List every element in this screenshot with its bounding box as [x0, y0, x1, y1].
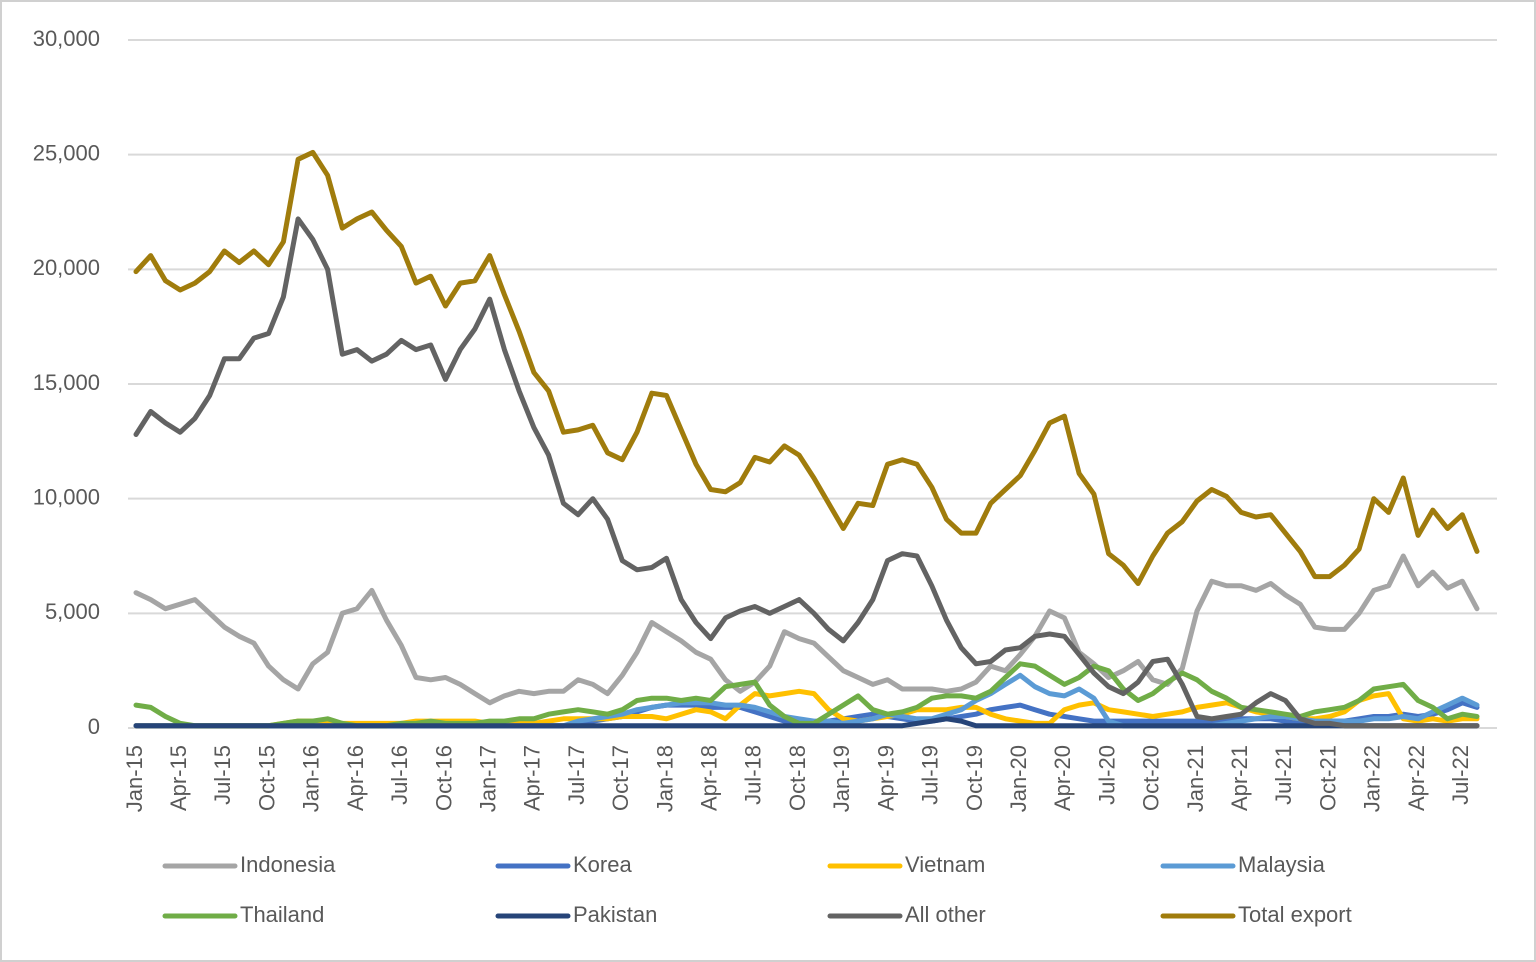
x-tick-label: Jul-16 [387, 745, 412, 805]
x-tick-label: Jul-21 [1271, 745, 1296, 805]
x-tick-label: Apr-21 [1227, 745, 1252, 811]
legend-label: Korea [573, 852, 632, 877]
x-tick-label: Jul-15 [210, 745, 235, 805]
y-tick-label: 0 [88, 714, 100, 739]
x-tick-label: Jan-18 [652, 745, 677, 812]
x-tick-label: Apr-22 [1404, 745, 1429, 811]
x-tick-label: Apr-16 [343, 745, 368, 811]
y-tick-label: 5,000 [45, 599, 100, 624]
x-tick-label: Oct-17 [608, 745, 633, 811]
x-tick-label: Jan-21 [1183, 745, 1208, 812]
y-tick-label: 30,000 [33, 26, 100, 51]
legend-label: Total export [1238, 902, 1352, 927]
x-tick-label: Oct-16 [431, 745, 456, 811]
series-line [133, 216, 1480, 729]
x-tick-label: Apr-20 [1050, 745, 1075, 811]
x-tick-label: Apr-18 [697, 745, 722, 811]
x-tick-label: Jan-19 [829, 745, 854, 812]
series-line [133, 553, 1480, 706]
series-line [133, 149, 1480, 586]
x-tick-label: Oct-18 [785, 745, 810, 811]
x-tick-label: Oct-15 [254, 745, 279, 811]
legend-label: Pakistan [573, 902, 657, 927]
x-tick-label: Jan-16 [299, 745, 324, 812]
x-tick-label: Jul-18 [741, 745, 766, 805]
y-tick-label: 10,000 [33, 484, 100, 509]
x-tick-label: Jul-17 [564, 745, 589, 805]
x-tick-label: Jan-15 [122, 745, 147, 812]
x-tick-label: Oct-20 [1139, 745, 1164, 811]
legend-label: Malaysia [1238, 852, 1326, 877]
x-tick-label: Oct-21 [1315, 745, 1340, 811]
legend-label: Vietnam [905, 852, 985, 877]
x-tick-label: Apr-15 [166, 745, 191, 811]
y-tick-label: 25,000 [33, 140, 100, 165]
x-tick-label: Jan-20 [1006, 745, 1031, 812]
x-tick-label: Jan-22 [1360, 745, 1385, 812]
y-tick-label: 15,000 [33, 370, 100, 395]
x-tick-label: Jul-20 [1094, 745, 1119, 805]
x-tick-label: Apr-19 [873, 745, 898, 811]
x-tick-label: Jul-19 [918, 745, 943, 805]
x-tick-label: Oct-19 [962, 745, 987, 811]
legend-label: All other [905, 902, 986, 927]
legend-label: Thailand [240, 902, 324, 927]
legend-label: Indonesia [240, 852, 336, 877]
x-tick-label: Apr-17 [520, 745, 545, 811]
x-tick-label: Jan-17 [475, 745, 500, 812]
y-tick-label: 20,000 [33, 255, 100, 280]
x-tick-label: Jul-22 [1448, 745, 1473, 805]
series-line [133, 716, 1480, 729]
